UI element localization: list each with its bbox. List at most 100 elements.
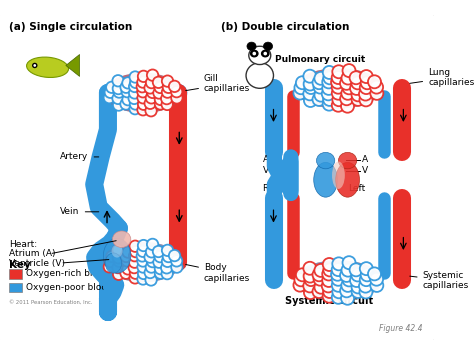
Text: Systemic circuit: Systemic circuit <box>285 295 374 306</box>
Circle shape <box>332 87 345 100</box>
Circle shape <box>33 64 36 67</box>
Ellipse shape <box>317 152 335 169</box>
Circle shape <box>129 241 141 252</box>
Circle shape <box>137 86 148 98</box>
Circle shape <box>322 87 335 100</box>
Circle shape <box>370 81 383 94</box>
Circle shape <box>137 250 148 262</box>
Ellipse shape <box>336 162 359 197</box>
Ellipse shape <box>112 231 131 247</box>
Circle shape <box>113 269 124 280</box>
Circle shape <box>162 268 173 279</box>
Circle shape <box>304 77 317 91</box>
Circle shape <box>162 256 173 267</box>
Circle shape <box>322 82 335 95</box>
Circle shape <box>129 250 140 261</box>
Circle shape <box>171 255 182 267</box>
Circle shape <box>360 70 373 83</box>
Circle shape <box>112 93 124 104</box>
Circle shape <box>343 256 356 269</box>
Circle shape <box>155 98 166 110</box>
Circle shape <box>128 262 140 273</box>
Circle shape <box>147 70 158 81</box>
Circle shape <box>312 285 326 298</box>
Circle shape <box>332 65 345 78</box>
Circle shape <box>147 239 158 250</box>
Ellipse shape <box>105 242 182 282</box>
Text: Ventricle (V): Ventricle (V) <box>9 258 65 268</box>
Circle shape <box>138 240 149 251</box>
Circle shape <box>105 87 116 98</box>
Ellipse shape <box>247 42 256 50</box>
Circle shape <box>128 93 140 104</box>
Circle shape <box>130 268 141 279</box>
Circle shape <box>137 261 149 273</box>
Circle shape <box>153 77 164 88</box>
Circle shape <box>322 75 335 88</box>
Circle shape <box>304 81 318 94</box>
Circle shape <box>146 274 157 286</box>
Circle shape <box>314 281 328 294</box>
Text: V: V <box>362 166 368 175</box>
Circle shape <box>323 285 336 298</box>
Circle shape <box>331 76 344 89</box>
Circle shape <box>350 82 363 95</box>
Circle shape <box>340 77 353 90</box>
Circle shape <box>360 262 373 275</box>
Ellipse shape <box>105 73 182 113</box>
Circle shape <box>303 262 316 275</box>
Circle shape <box>323 71 337 84</box>
Circle shape <box>169 250 180 261</box>
Circle shape <box>323 93 336 106</box>
Ellipse shape <box>332 162 345 189</box>
Circle shape <box>264 52 267 55</box>
Circle shape <box>137 273 149 285</box>
Circle shape <box>293 279 307 292</box>
Circle shape <box>129 81 140 92</box>
Circle shape <box>350 71 363 84</box>
Circle shape <box>113 252 124 263</box>
Circle shape <box>340 269 353 282</box>
Circle shape <box>153 246 164 257</box>
Circle shape <box>137 255 148 267</box>
Text: (b) Double circulation: (b) Double circulation <box>221 22 350 32</box>
Circle shape <box>341 87 355 100</box>
Circle shape <box>113 99 124 111</box>
Circle shape <box>147 87 158 98</box>
Ellipse shape <box>314 162 337 197</box>
Circle shape <box>163 251 174 262</box>
Circle shape <box>313 273 327 286</box>
Circle shape <box>343 64 356 77</box>
Circle shape <box>350 263 363 276</box>
Circle shape <box>106 251 118 262</box>
Circle shape <box>122 94 134 105</box>
Circle shape <box>304 273 318 286</box>
Circle shape <box>332 273 345 286</box>
Circle shape <box>304 94 317 107</box>
Text: Right: Right <box>263 184 286 192</box>
Ellipse shape <box>27 57 69 77</box>
Circle shape <box>361 76 374 89</box>
Circle shape <box>303 70 316 83</box>
Circle shape <box>341 100 354 113</box>
Circle shape <box>312 93 326 106</box>
Text: Systemic
capillaries: Systemic capillaries <box>410 271 469 290</box>
Circle shape <box>145 267 156 278</box>
Ellipse shape <box>246 63 273 88</box>
Circle shape <box>163 82 174 93</box>
Circle shape <box>332 71 345 84</box>
Circle shape <box>352 285 365 298</box>
Circle shape <box>341 72 355 84</box>
Text: Lung
capillaries: Lung capillaries <box>410 68 474 87</box>
Circle shape <box>332 279 345 292</box>
Circle shape <box>129 256 140 268</box>
Text: Vein: Vein <box>60 207 99 216</box>
Circle shape <box>332 285 346 298</box>
Circle shape <box>147 256 158 267</box>
Circle shape <box>303 279 316 293</box>
Circle shape <box>137 76 149 88</box>
Circle shape <box>137 104 149 115</box>
Circle shape <box>162 99 173 110</box>
Text: Oxygen-rich blood: Oxygen-rich blood <box>26 269 109 279</box>
Circle shape <box>343 81 356 94</box>
